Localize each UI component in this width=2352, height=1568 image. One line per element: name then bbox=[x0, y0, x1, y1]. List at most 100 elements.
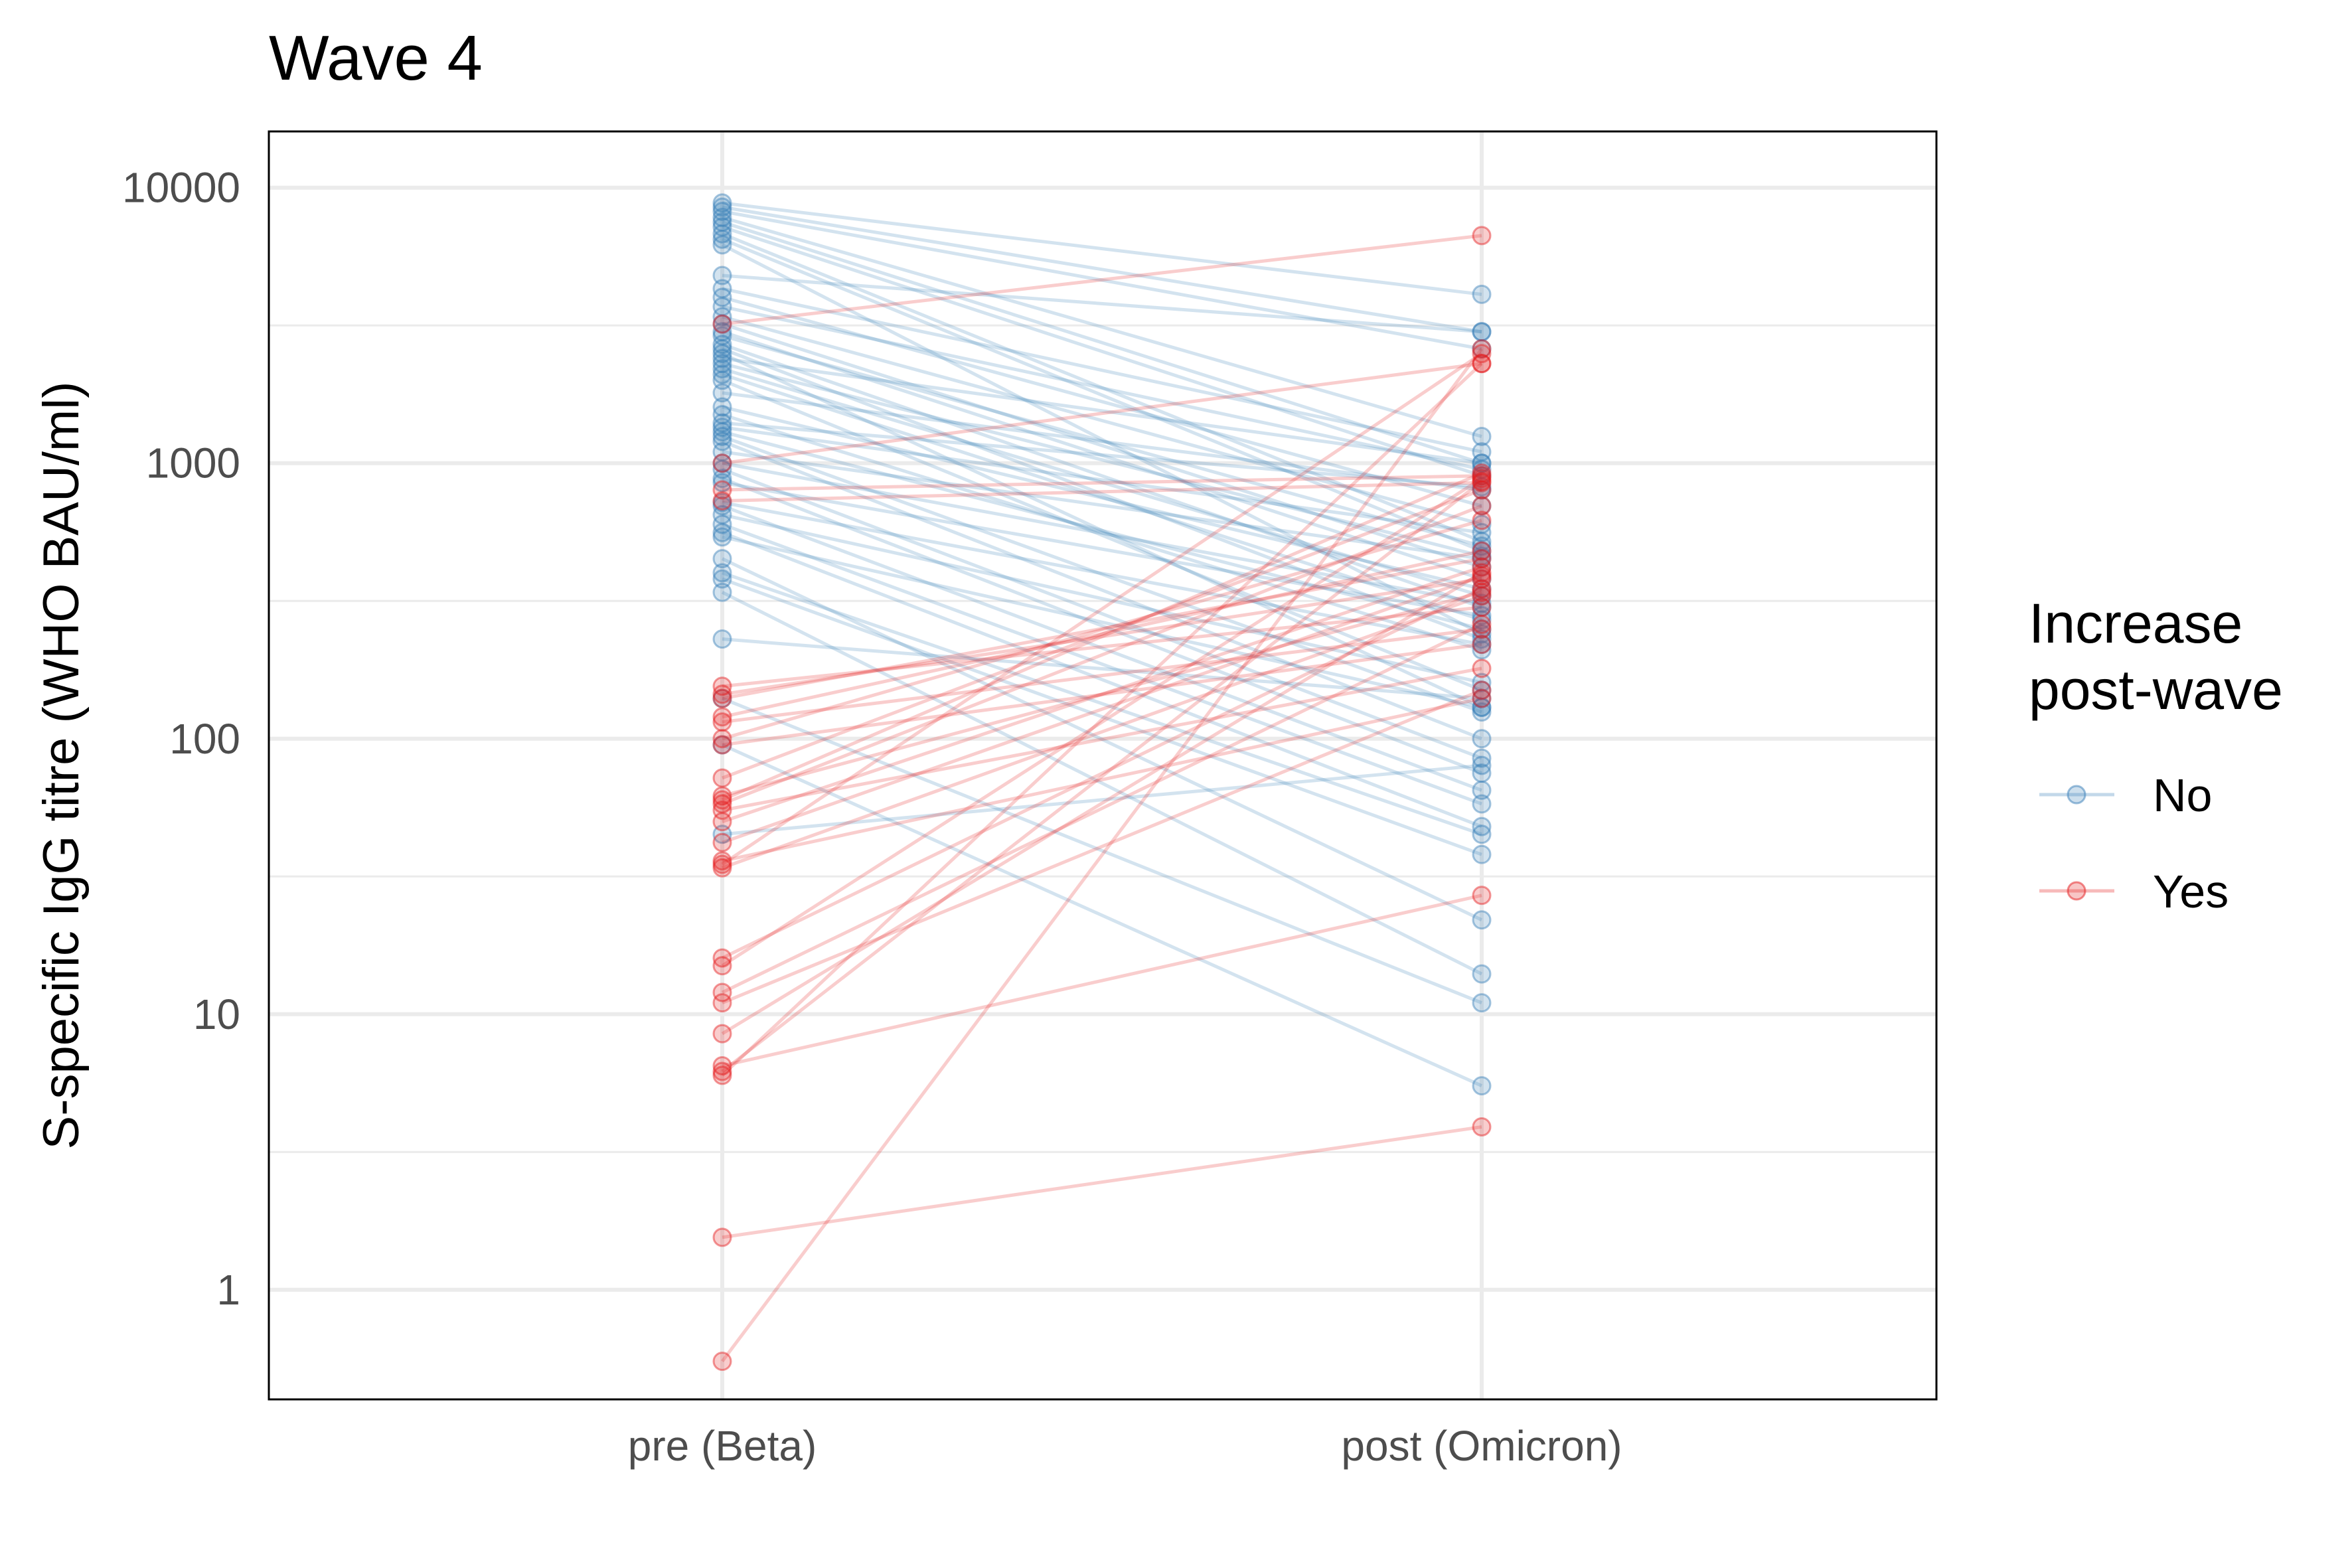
data-point-no bbox=[712, 344, 732, 364]
series-line-no bbox=[722, 530, 1482, 828]
data-point-yes bbox=[1472, 586, 1492, 606]
series-line-yes bbox=[722, 696, 1482, 863]
data-point-yes bbox=[712, 786, 732, 806]
data-point-yes bbox=[712, 684, 732, 704]
data-point-no bbox=[1472, 593, 1492, 613]
data-point-yes bbox=[712, 735, 732, 755]
data-point-no bbox=[712, 582, 732, 602]
data-point-yes bbox=[1472, 886, 1492, 905]
series-line-no bbox=[722, 426, 1482, 534]
data-point-no bbox=[712, 397, 732, 417]
series-line-no bbox=[722, 430, 1482, 631]
series-lines bbox=[721, 201, 1483, 1363]
data-point-no bbox=[1472, 910, 1492, 930]
series-points bbox=[712, 193, 1492, 1372]
data-point-no bbox=[712, 418, 732, 437]
series-line-no bbox=[721, 557, 1483, 921]
series-line-no bbox=[722, 232, 1482, 543]
series-line-no bbox=[722, 347, 1482, 641]
data-point-no bbox=[1472, 480, 1492, 500]
data-point-no bbox=[712, 431, 732, 451]
data-point-yes bbox=[1472, 563, 1492, 583]
data-point-no bbox=[712, 224, 732, 244]
series-line-yes bbox=[721, 477, 1483, 967]
data-point-yes bbox=[712, 993, 732, 1013]
data-point-no bbox=[712, 201, 732, 221]
data-point-yes bbox=[1472, 566, 1492, 586]
data-point-no bbox=[712, 413, 732, 433]
legend-label-yes: Yes bbox=[2153, 866, 2229, 917]
series-line-no bbox=[722, 763, 1482, 836]
data-point-no bbox=[1472, 755, 1492, 775]
x-tick-label: pre (Beta) bbox=[628, 1422, 817, 1470]
data-point-no bbox=[712, 469, 732, 489]
series-line-yes bbox=[721, 623, 1483, 994]
data-point-no bbox=[1472, 748, 1492, 768]
data-point-no bbox=[712, 688, 732, 708]
x-tick-label: post (Omicron) bbox=[1341, 1422, 1622, 1470]
data-point-no bbox=[712, 459, 732, 479]
data-point-yes bbox=[1472, 635, 1492, 655]
series-line-yes bbox=[722, 1125, 1482, 1239]
data-point-no bbox=[1472, 763, 1492, 783]
data-point-no bbox=[712, 229, 732, 249]
legend-label-no: No bbox=[2153, 769, 2212, 821]
legend-title-line-1: Increase bbox=[2029, 592, 2242, 655]
data-point-no bbox=[1472, 322, 1492, 342]
data-point-yes bbox=[712, 851, 732, 871]
data-point-yes bbox=[1472, 557, 1492, 577]
series-line-no bbox=[722, 238, 1482, 553]
series-line-no bbox=[722, 439, 1482, 741]
series-line-no bbox=[721, 743, 1483, 1087]
data-point-no bbox=[1472, 549, 1492, 569]
data-point-no bbox=[712, 735, 732, 755]
data-point-no bbox=[1472, 844, 1492, 864]
data-point-no bbox=[1472, 688, 1492, 708]
data-point-no bbox=[1472, 453, 1492, 473]
series-line-no bbox=[722, 205, 1482, 334]
data-point-no bbox=[712, 193, 732, 213]
data-point-no bbox=[1472, 569, 1492, 589]
data-point-no bbox=[1472, 459, 1492, 479]
data-point-no bbox=[1472, 697, 1492, 717]
data-point-no bbox=[712, 326, 732, 346]
data-point-yes bbox=[712, 854, 732, 874]
y-tick-label: 100 bbox=[169, 715, 240, 763]
data-point-no bbox=[1472, 496, 1492, 516]
data-point-yes bbox=[712, 956, 732, 976]
data-point-yes bbox=[712, 790, 732, 810]
series-line-yes bbox=[722, 643, 1482, 747]
series-line-no bbox=[722, 391, 1482, 492]
series-line-no bbox=[722, 216, 1482, 438]
data-point-no bbox=[712, 514, 732, 534]
series-line-yes bbox=[721, 352, 1483, 866]
data-point-yes bbox=[712, 712, 732, 732]
series-line-no bbox=[722, 501, 1482, 647]
data-point-yes bbox=[1472, 597, 1492, 617]
series-line-no bbox=[722, 295, 1482, 508]
legend-key-point-yes bbox=[2067, 881, 2086, 901]
data-point-no bbox=[712, 522, 732, 542]
series-line-yes bbox=[722, 666, 1482, 812]
data-point-yes bbox=[1472, 463, 1492, 483]
data-point-yes bbox=[1472, 582, 1492, 602]
series-line-no bbox=[722, 405, 1482, 591]
series-line-no bbox=[722, 637, 1482, 700]
legend-title-line-2: post-wave bbox=[2029, 659, 2283, 721]
series-line-yes bbox=[722, 590, 1482, 798]
data-point-yes bbox=[712, 801, 732, 821]
grid bbox=[269, 131, 1936, 1399]
data-point-no bbox=[1472, 322, 1492, 342]
data-point-no bbox=[1472, 477, 1492, 497]
series-line-no bbox=[722, 535, 1482, 709]
data-point-no bbox=[712, 569, 732, 589]
data-point-no bbox=[1472, 794, 1492, 814]
data-point-yes bbox=[1472, 354, 1492, 374]
series-line-no bbox=[722, 435, 1482, 714]
data-point-no bbox=[712, 427, 732, 447]
series-line-no bbox=[722, 220, 1482, 465]
data-point-no bbox=[1472, 597, 1492, 617]
series-line-no bbox=[722, 571, 1482, 836]
panel-border bbox=[268, 130, 1938, 1401]
data-point-no bbox=[712, 473, 732, 493]
